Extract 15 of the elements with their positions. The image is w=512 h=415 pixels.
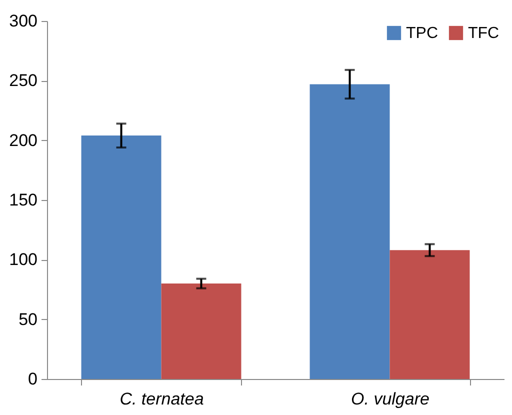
y-tick-label: 250 (9, 71, 38, 90)
bar (390, 250, 470, 379)
y-tick-label: 150 (9, 190, 38, 210)
legend-label: TPC (406, 25, 438, 42)
bar (310, 84, 390, 379)
legend-label: TFC (468, 25, 500, 42)
bar (161, 284, 242, 379)
bar (81, 136, 162, 379)
y-tick-label: 100 (9, 250, 38, 270)
y-tick-label: 300 (9, 12, 38, 30)
y-tick-label: 0 (28, 370, 38, 388)
x-tick-label: C. ternatea (120, 390, 204, 408)
y-tick-label: 50 (18, 310, 38, 329)
x-tick-label: O. vulgare (351, 390, 430, 408)
y-tick-label: 200 (9, 130, 38, 150)
